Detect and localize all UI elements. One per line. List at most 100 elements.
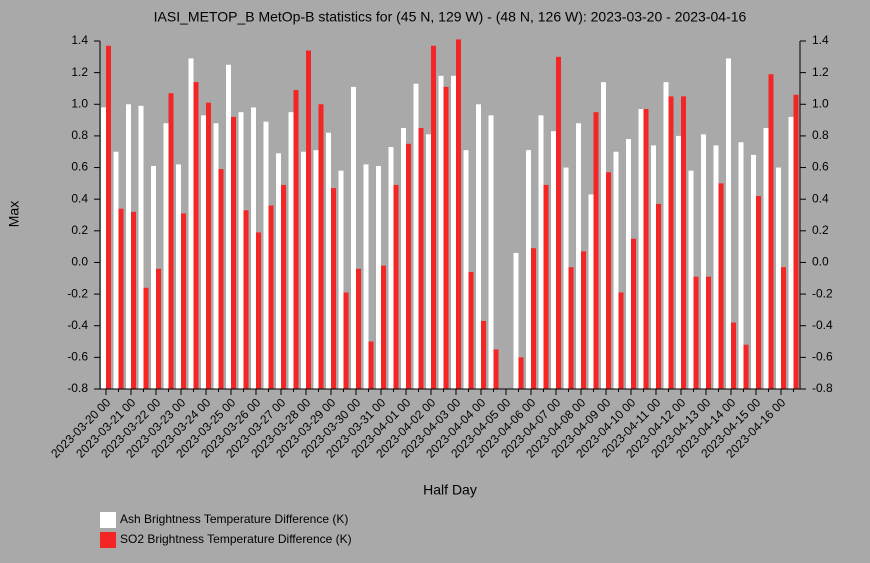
bar <box>688 170 694 389</box>
bar <box>213 123 219 389</box>
bar <box>181 213 186 389</box>
bar <box>676 135 681 389</box>
bar <box>668 96 674 389</box>
bar <box>188 58 194 390</box>
legend-swatch <box>100 532 116 548</box>
y-tick-label-right: 1.2 <box>812 65 829 79</box>
bar <box>406 143 411 389</box>
bar <box>343 292 349 389</box>
y-tick-label-right: 0.6 <box>812 160 829 174</box>
bar <box>593 112 599 389</box>
bar <box>551 131 556 389</box>
bar <box>468 271 474 389</box>
bar <box>626 139 631 389</box>
bar <box>493 349 499 389</box>
bar <box>451 75 456 390</box>
y-tick-label-right: -0.4 <box>812 318 833 332</box>
bar <box>568 267 574 389</box>
y-tick-label-right: 1.0 <box>812 96 829 110</box>
bar <box>463 150 469 389</box>
bar <box>456 39 461 389</box>
bar <box>756 196 761 389</box>
bar <box>168 93 174 389</box>
y-tick-label: 0.6 <box>71 160 88 174</box>
bar <box>156 268 161 389</box>
bar <box>238 112 244 389</box>
bar <box>351 86 356 389</box>
bar <box>176 164 181 389</box>
bar <box>693 276 699 389</box>
bar <box>606 172 611 389</box>
bar <box>713 145 719 389</box>
bar <box>143 287 149 389</box>
bar <box>556 56 561 390</box>
bar <box>743 344 749 389</box>
y-axis-label: Max <box>6 201 22 227</box>
legend-label: SO2 Brightness Temperature Difference (K… <box>120 532 352 546</box>
y-tick-label-right: -0.8 <box>812 381 833 395</box>
bar <box>318 104 324 389</box>
bar <box>106 45 111 389</box>
bar <box>618 292 624 389</box>
bar <box>481 320 486 389</box>
y-tick-label-right: -0.2 <box>812 286 833 300</box>
bar <box>388 146 394 389</box>
bar <box>788 116 794 389</box>
y-tick-label: 1.0 <box>71 96 88 110</box>
bar <box>631 238 636 389</box>
y-tick-label: -0.6 <box>67 350 88 364</box>
bar <box>293 90 299 389</box>
bar <box>313 150 319 389</box>
bar <box>163 123 169 389</box>
bar <box>763 128 769 389</box>
bar <box>588 194 594 389</box>
y-tick-label: -0.2 <box>67 286 88 300</box>
bar <box>231 116 236 389</box>
y-tick-label-right: 0.8 <box>812 128 829 142</box>
bar <box>513 252 519 389</box>
legend-swatch <box>100 512 116 528</box>
bar <box>538 115 544 389</box>
bar <box>268 205 274 389</box>
bar <box>306 50 311 390</box>
bar <box>601 82 606 390</box>
y-tick-label-right: 0.2 <box>812 223 829 237</box>
bar <box>576 123 581 389</box>
bar <box>543 184 549 389</box>
y-tick-label: 0.2 <box>71 223 88 237</box>
bar <box>281 184 286 389</box>
bar <box>126 104 131 389</box>
bar <box>426 134 431 389</box>
bar <box>206 102 211 389</box>
bar <box>381 265 386 389</box>
x-axis-label: Half Day <box>423 482 477 498</box>
bar <box>356 268 361 389</box>
legend-label: Ash Brightness Temperature Difference (K… <box>120 512 348 526</box>
bar <box>651 145 656 389</box>
bar <box>326 132 331 389</box>
bar <box>488 115 494 389</box>
bar <box>643 109 649 389</box>
bar <box>581 251 586 389</box>
bar <box>638 109 644 389</box>
y-tick-label: 1.4 <box>71 33 88 47</box>
bar <box>338 170 344 389</box>
bar <box>431 45 436 389</box>
chart-title: IASI_METOP_B MetOp-B statistics for (45 … <box>154 9 747 25</box>
bar <box>243 210 249 389</box>
bar <box>101 107 106 389</box>
bar <box>226 64 231 390</box>
bar <box>288 112 294 389</box>
y-tick-label-right: 0.4 <box>812 191 829 205</box>
bar <box>151 165 156 389</box>
bar <box>518 357 524 389</box>
bar <box>263 121 269 389</box>
y-tick-label: 0.4 <box>71 191 88 205</box>
bar <box>531 248 536 389</box>
y-tick-label: 0.0 <box>71 255 88 269</box>
bar <box>413 83 419 389</box>
bar <box>113 151 119 389</box>
bar <box>331 188 336 389</box>
bar <box>251 107 256 389</box>
